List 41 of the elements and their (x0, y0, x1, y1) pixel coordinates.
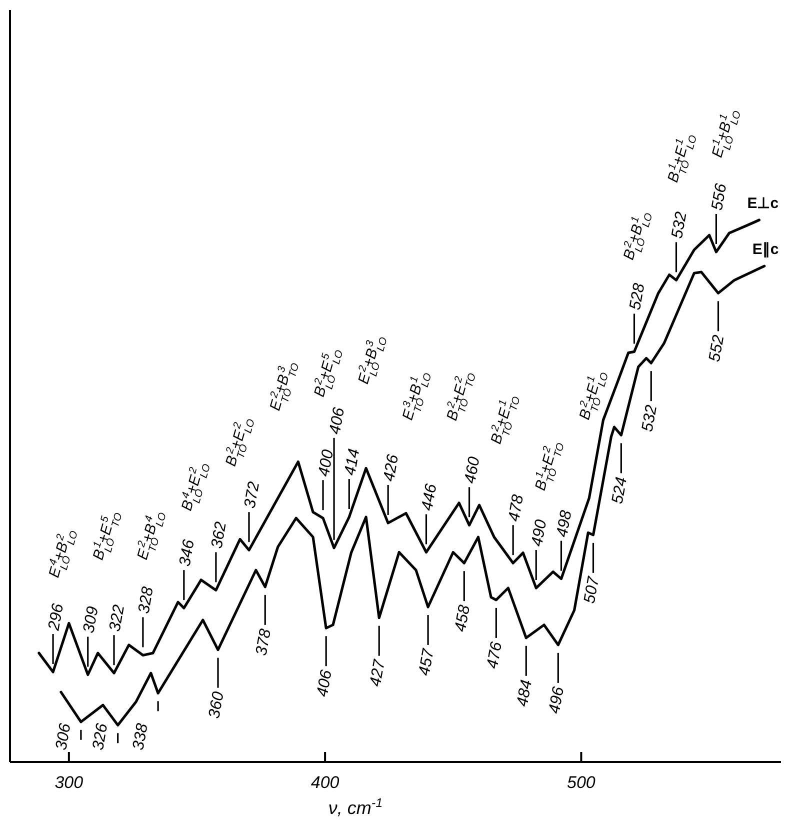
annotation: 556 (708, 182, 730, 212)
annotation: 322 (106, 603, 128, 633)
annotation: 406 (326, 406, 348, 436)
annotation: 446 (418, 482, 440, 512)
annotation: 400 (316, 448, 338, 478)
annotation: 426 (380, 453, 402, 483)
annotation: 328 (136, 586, 158, 615)
series-label: E∥c (752, 241, 779, 258)
annotation: 528 (626, 282, 648, 312)
annotation: 457 (416, 646, 438, 677)
annotation: 360 (206, 690, 228, 720)
annotation: 306 (53, 722, 74, 752)
annotation: 346 (176, 538, 198, 568)
x-tick-label: 400 (310, 773, 340, 792)
annotation: 532 (639, 404, 661, 434)
annotation: 362 (208, 520, 230, 550)
annotation: 372 (242, 480, 264, 510)
annotation: 406 (314, 668, 336, 698)
annotation: 490 (528, 518, 550, 548)
annotation: 498 (554, 509, 576, 538)
annotation: 552 (706, 334, 728, 364)
x-tick-label: 500 (567, 773, 596, 792)
x-tick-label: 300 (54, 773, 84, 792)
x-axis-title: ν, cm$^{-1}$ (328, 796, 383, 818)
annotation: 532 (668, 210, 690, 240)
annotation: 478 (506, 493, 528, 523)
annotation: 458 (452, 604, 474, 634)
annotation: 309 (80, 605, 102, 634)
annotation: 496 (546, 686, 568, 715)
annotation: 414 (342, 447, 364, 477)
annotation: 476 (484, 640, 506, 670)
annotation: 326 (90, 722, 112, 752)
annotation: 507 (581, 574, 603, 605)
annotation: 524 (609, 476, 631, 506)
annotation: 296 (46, 602, 68, 633)
annotation: 378 (253, 628, 275, 657)
annotation: 338 (130, 722, 152, 752)
annotation: 484 (514, 678, 536, 708)
annotation: 427 (367, 657, 389, 688)
annotation: 460 (462, 455, 484, 485)
series-label: E⊥c (747, 195, 779, 212)
